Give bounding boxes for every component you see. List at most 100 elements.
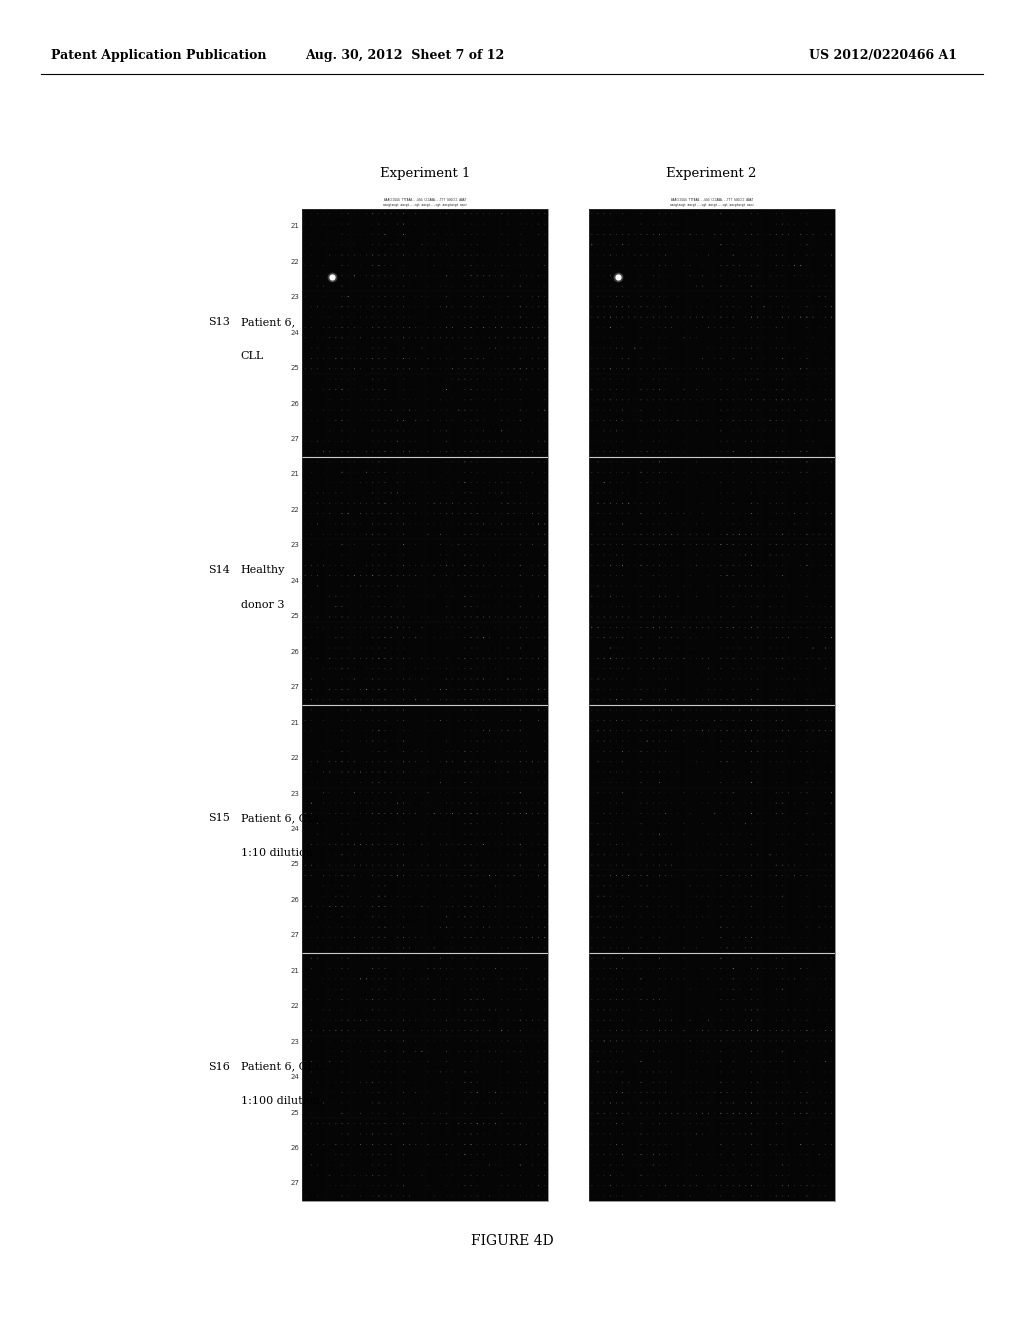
Point bbox=[438, 1113, 455, 1134]
Point bbox=[322, 803, 338, 824]
Point bbox=[426, 741, 442, 762]
Point bbox=[657, 1010, 674, 1031]
Point bbox=[762, 1031, 778, 1052]
Point bbox=[352, 1010, 369, 1031]
Point bbox=[377, 554, 393, 576]
Point bbox=[315, 276, 332, 297]
Point bbox=[494, 999, 510, 1020]
Point bbox=[713, 710, 729, 731]
Point bbox=[322, 678, 338, 700]
Point bbox=[537, 803, 553, 824]
Point bbox=[731, 896, 748, 917]
Point bbox=[762, 1020, 778, 1041]
Point bbox=[688, 751, 705, 772]
Point bbox=[395, 1040, 412, 1061]
Point bbox=[444, 400, 461, 421]
Point bbox=[457, 597, 473, 618]
Point bbox=[700, 606, 717, 627]
Point bbox=[469, 927, 485, 948]
Point bbox=[481, 854, 498, 875]
Point bbox=[621, 710, 637, 731]
Point bbox=[358, 792, 375, 813]
Point bbox=[469, 948, 485, 969]
Point bbox=[614, 854, 631, 875]
Point bbox=[537, 1040, 553, 1061]
Point bbox=[743, 597, 760, 618]
Point bbox=[719, 907, 735, 928]
Point bbox=[469, 411, 485, 432]
Point bbox=[768, 710, 784, 731]
Point bbox=[451, 751, 467, 772]
Point bbox=[602, 338, 618, 359]
Point bbox=[297, 286, 313, 308]
Point bbox=[731, 1093, 748, 1114]
Point bbox=[414, 989, 430, 1010]
Point bbox=[457, 358, 473, 379]
Point bbox=[817, 358, 834, 379]
Point bbox=[315, 317, 332, 338]
Point bbox=[506, 482, 522, 503]
Point bbox=[707, 224, 723, 246]
Point bbox=[358, 317, 375, 338]
Point bbox=[614, 327, 631, 348]
Point bbox=[365, 1123, 381, 1144]
Point bbox=[596, 368, 612, 389]
Point bbox=[518, 741, 535, 762]
Point bbox=[469, 721, 485, 742]
Point bbox=[805, 958, 821, 979]
Point bbox=[537, 989, 553, 1010]
Point bbox=[707, 948, 723, 969]
Point bbox=[614, 358, 631, 379]
Point bbox=[334, 937, 350, 958]
Point bbox=[444, 875, 461, 896]
Point bbox=[401, 1082, 418, 1104]
Point bbox=[670, 1123, 686, 1144]
Point bbox=[469, 586, 485, 607]
Point bbox=[823, 958, 840, 979]
Point bbox=[725, 420, 741, 441]
Point bbox=[475, 430, 492, 451]
Point bbox=[596, 513, 612, 535]
Point bbox=[524, 689, 541, 710]
Point bbox=[676, 689, 692, 710]
Point bbox=[457, 451, 473, 473]
Point bbox=[518, 710, 535, 731]
Point bbox=[401, 989, 418, 1010]
Point bbox=[633, 927, 649, 948]
Point bbox=[315, 492, 332, 513]
Point bbox=[811, 730, 827, 751]
Point bbox=[700, 1175, 717, 1196]
Point bbox=[750, 244, 766, 265]
Point bbox=[371, 969, 387, 990]
Point bbox=[500, 999, 516, 1020]
Point bbox=[811, 783, 827, 804]
Point bbox=[494, 255, 510, 276]
Point bbox=[512, 907, 528, 928]
Point bbox=[596, 451, 612, 473]
Point bbox=[426, 473, 442, 494]
Point bbox=[700, 1031, 717, 1052]
Point bbox=[608, 430, 625, 451]
Point bbox=[371, 296, 387, 317]
Point bbox=[596, 389, 612, 411]
Point bbox=[596, 1134, 612, 1155]
Point bbox=[633, 400, 649, 421]
Point bbox=[438, 638, 455, 659]
Point bbox=[750, 648, 766, 669]
Point bbox=[432, 1155, 449, 1176]
Point bbox=[315, 606, 332, 627]
Point bbox=[768, 451, 784, 473]
Point bbox=[352, 524, 369, 545]
Point bbox=[682, 441, 698, 462]
Point bbox=[713, 348, 729, 370]
Point bbox=[432, 659, 449, 680]
Point bbox=[651, 224, 668, 246]
Point bbox=[365, 286, 381, 308]
Point bbox=[676, 958, 692, 979]
Point bbox=[786, 907, 803, 928]
Point bbox=[627, 513, 643, 535]
Point bbox=[408, 554, 424, 576]
Point bbox=[811, 1051, 827, 1072]
Point bbox=[805, 400, 821, 421]
Point bbox=[506, 700, 522, 721]
